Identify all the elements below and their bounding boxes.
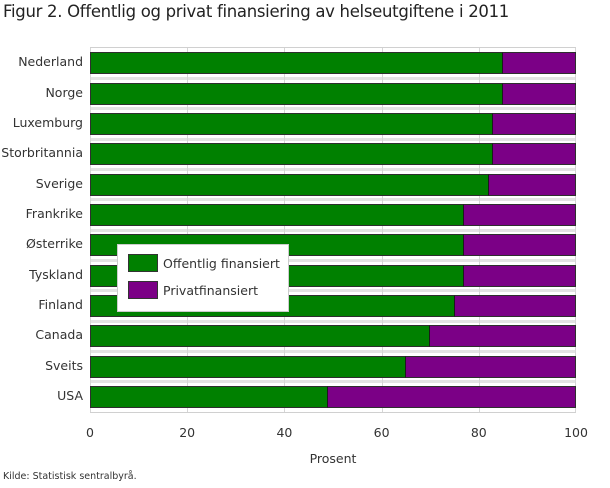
y-axis-label: Finland [38,296,83,312]
bar-public [90,82,504,105]
bar-row [90,385,576,408]
plot-area [90,47,576,413]
bar-row [90,52,576,75]
band-separator [90,319,576,323]
bar-row [90,82,576,105]
x-tick-label: 80 [470,425,487,440]
y-axis-label: Norge [45,84,83,100]
legend-item-public: Offentlig finansiert [128,254,280,272]
bar-row [90,112,576,135]
legend-item-private: Privatfinansiert [128,281,258,299]
gridline [381,48,383,412]
bar-private [488,173,576,196]
y-axis-label: Luxemburg [12,114,83,130]
chart-title: Figur 2. Offentlig og privat finansierin… [3,2,509,21]
gridline [90,48,91,412]
y-axis-label: Frankrike [25,205,83,221]
band-separator [90,137,576,141]
bar-private [503,82,576,105]
bar-private [430,325,576,348]
bar-public [90,52,504,75]
bar-public [90,112,494,135]
y-axis-label: Nederland [18,54,83,70]
bar-private [405,355,576,378]
gridline [284,48,286,412]
legend: Offentlig finansiert Privatfinansiert [117,244,289,312]
bar-row [90,143,576,166]
band-separator [90,349,576,353]
bar-public [90,325,431,348]
band-separator [90,76,576,80]
bar-row [90,203,576,226]
bar-public [90,203,465,226]
bar-private [503,52,576,75]
legend-swatch-public [128,254,158,272]
bar-private [464,203,576,226]
bar-row [90,173,576,196]
bar-private [493,143,576,166]
source-note: Kilde: Statistisk sentralbyrå. [3,471,137,482]
bar-row [90,355,576,378]
band-separator [90,380,576,384]
x-tick-label: 0 [86,425,94,440]
y-axis-label: Tyskland [29,266,83,282]
legend-swatch-private [128,281,158,299]
band-separator [90,258,576,262]
band-separator [90,198,576,202]
bar-private [493,112,576,135]
bar-private [464,234,576,257]
y-axis-label: Canada [35,327,83,343]
band-separator [90,167,576,171]
y-axis-label: USA [57,387,83,403]
y-axis-label: Sverige [35,175,83,191]
x-tick-label: 40 [276,425,293,440]
bar-private [454,294,576,317]
x-tick-label: 100 [564,425,588,440]
band-separator [90,107,576,111]
band-separator [90,289,576,293]
bar-public [90,385,329,408]
y-axis-label: Sveits [45,357,83,373]
bar-public [90,173,489,196]
gridline [575,48,576,412]
gridline [187,48,189,412]
x-tick-label: 60 [373,425,390,440]
y-axis-label: Østerrike [26,236,83,252]
legend-label-private: Privatfinansiert [163,282,258,298]
bar-private [328,385,576,408]
x-tick-label: 20 [179,425,196,440]
bar-public [90,143,494,166]
legend-label-public: Offentlig finansiert [163,255,280,271]
x-axis-title: Prosent [309,451,357,466]
gridline [478,48,480,412]
bar-row [90,325,576,348]
bar-private [464,264,576,287]
y-axis-label: Storbritannia [1,145,83,161]
bar-public [90,355,406,378]
band-separator [90,228,576,232]
